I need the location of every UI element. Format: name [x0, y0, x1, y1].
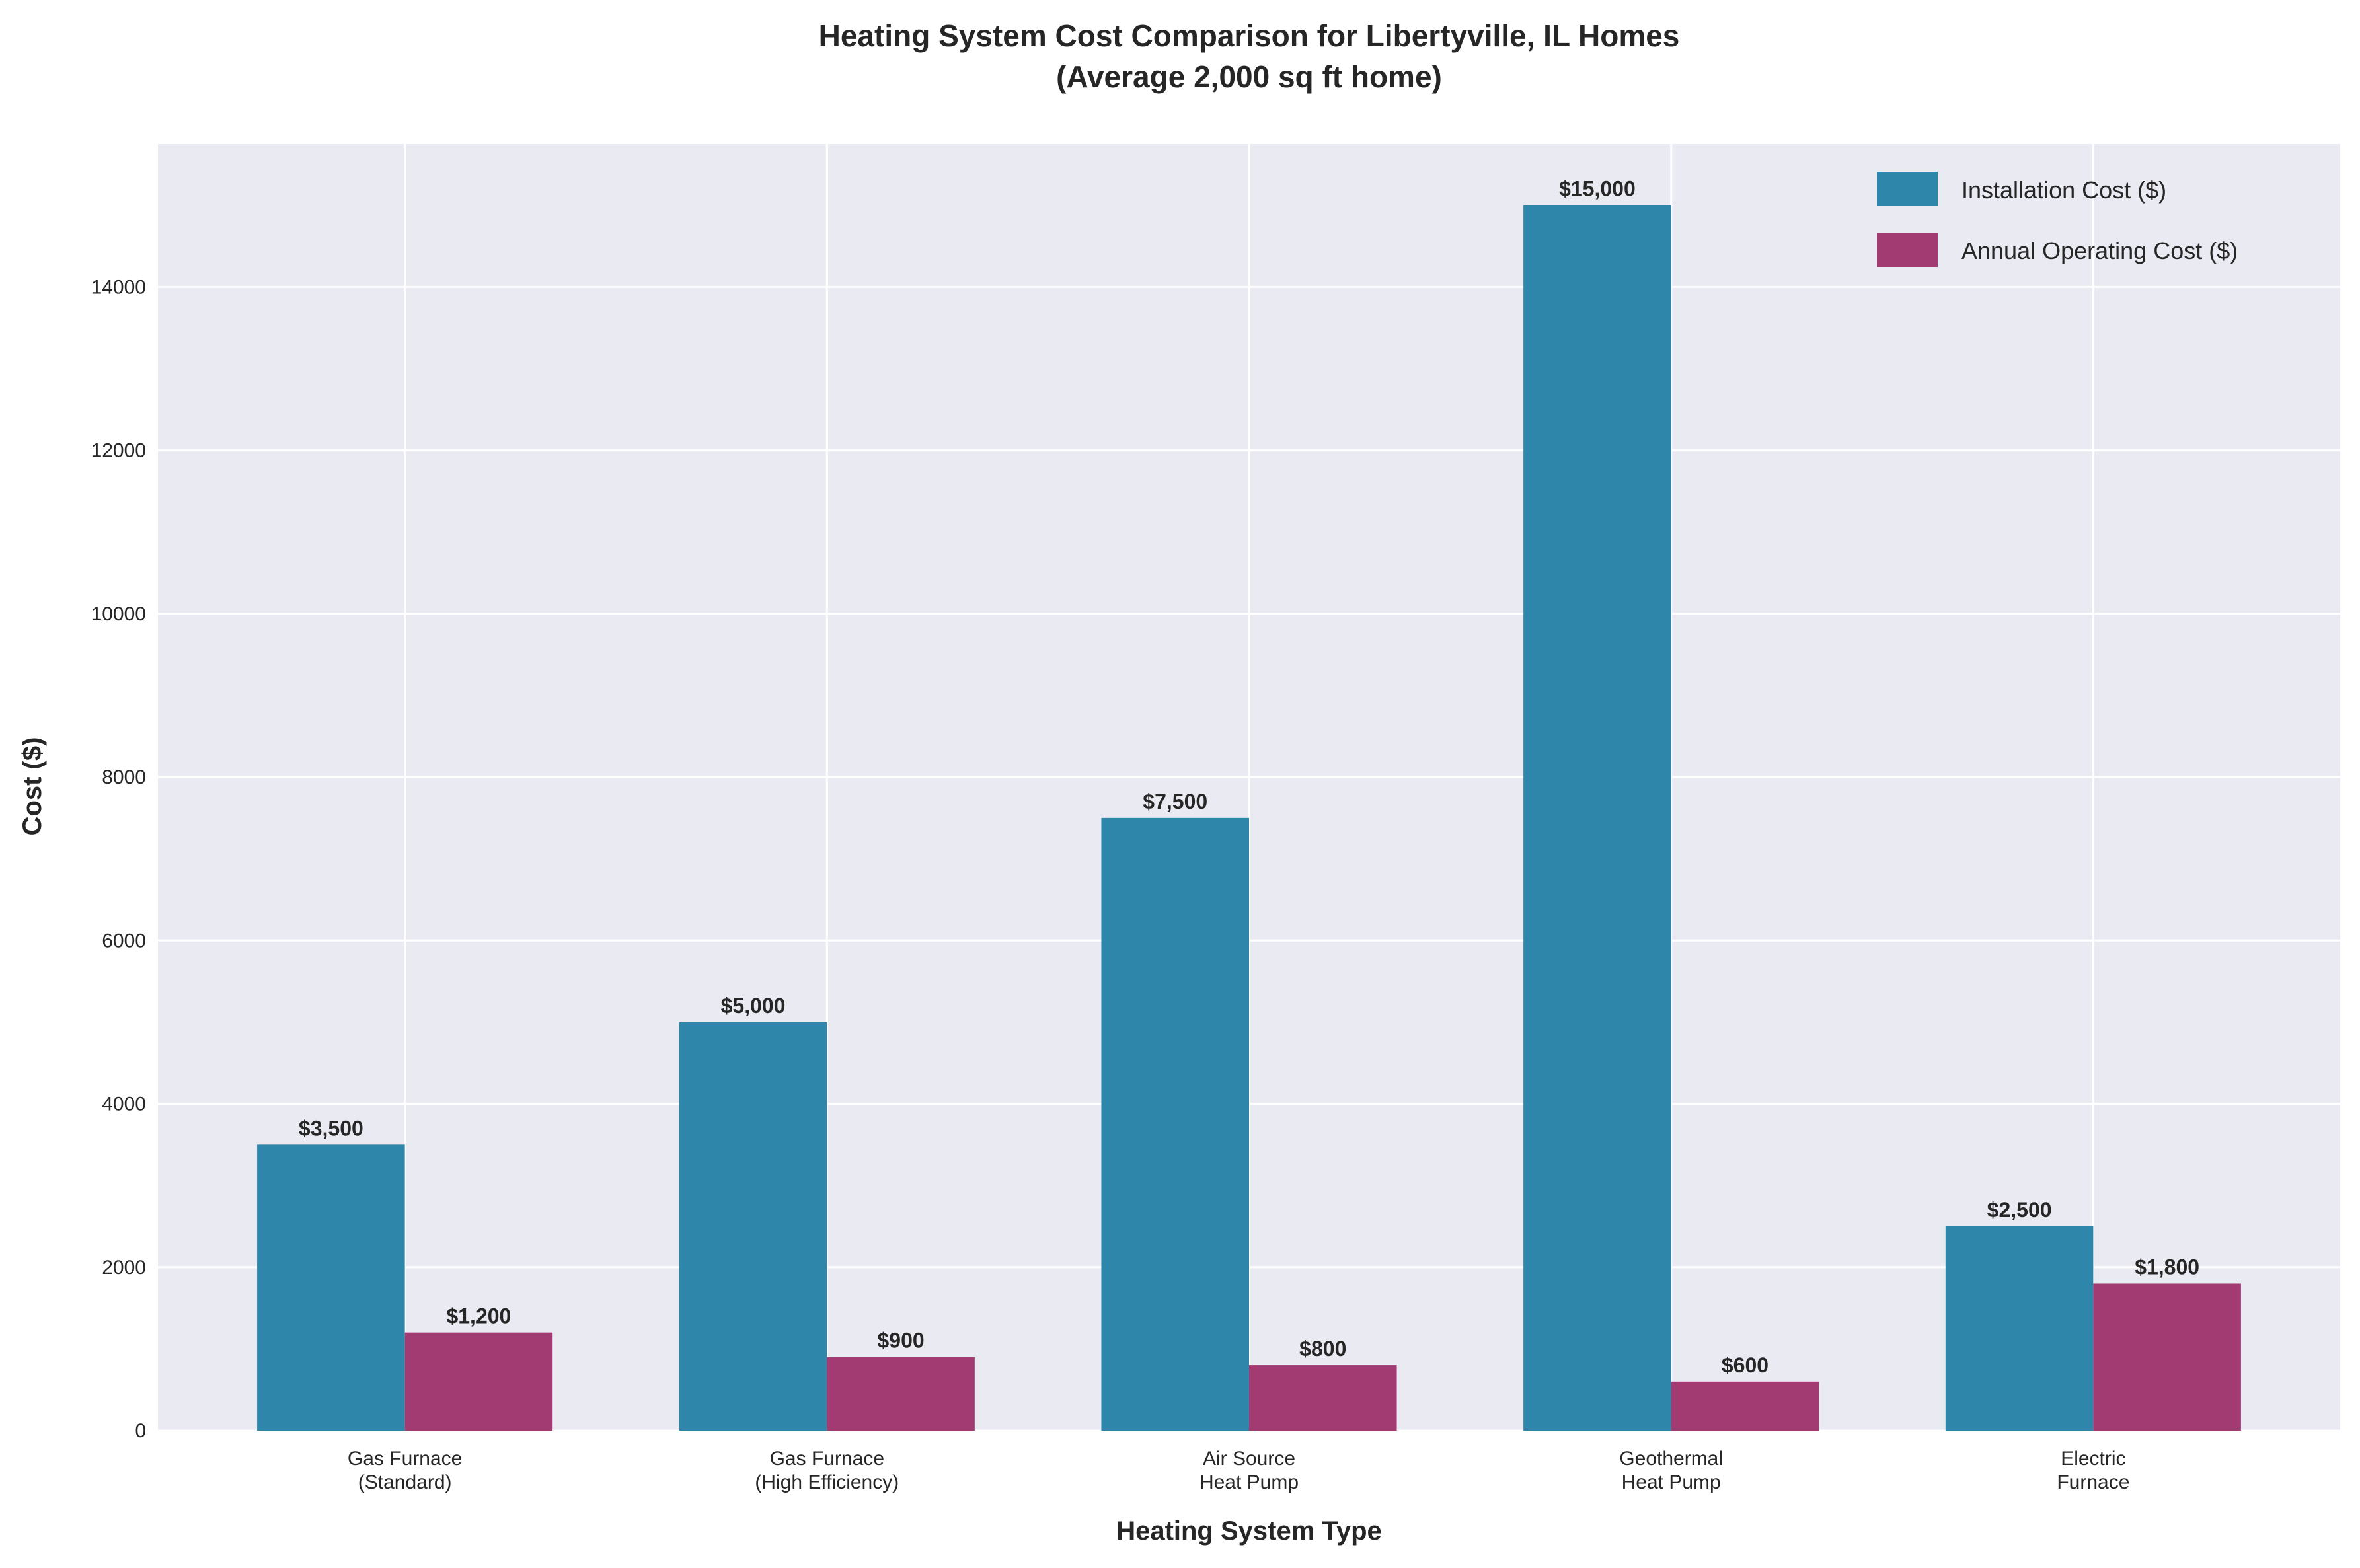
- chart-title-line-2: (Average 2,000 sq ft home): [1056, 59, 1442, 94]
- bar-operating: [1671, 1381, 1819, 1431]
- x-tick-label: Gas Furnace: [770, 1448, 884, 1470]
- data-label: $2,500: [1987, 1198, 2052, 1222]
- data-label: $5,000: [721, 994, 786, 1018]
- data-label: $900: [877, 1329, 924, 1353]
- y-tick-label: 12000: [91, 440, 146, 462]
- legend-swatch: [1877, 233, 1938, 267]
- x-tick-label: (Standard): [358, 1472, 452, 1493]
- bar-installation: [1945, 1226, 2094, 1431]
- y-axis-label: Cost ($): [18, 737, 47, 836]
- data-label: $15,000: [1559, 177, 1636, 201]
- y-tick-label: 0: [135, 1420, 146, 1442]
- bar-installation: [1523, 205, 1671, 1431]
- y-tick-label: 4000: [102, 1094, 146, 1115]
- x-tick-label: Electric: [2061, 1448, 2125, 1470]
- data-label: $600: [1722, 1353, 1769, 1377]
- y-tick-label: 14000: [91, 276, 146, 298]
- chart-title-line-1: Heating System Cost Comparison for Liber…: [819, 19, 1680, 53]
- bar-operating: [404, 1332, 553, 1431]
- data-label: $800: [1299, 1337, 1346, 1361]
- y-tick-label: 6000: [102, 930, 146, 952]
- x-tick-label: Furnace: [2057, 1472, 2129, 1493]
- bar-operating: [1249, 1365, 1397, 1431]
- bar-operating: [827, 1357, 975, 1431]
- data-label: $1,200: [446, 1304, 511, 1328]
- data-label: $1,800: [2135, 1255, 2199, 1279]
- x-tick-label: Geothermal: [1619, 1448, 1723, 1470]
- bar-operating: [2093, 1283, 2241, 1431]
- legend: Installation Cost ($) Annual Operating Co…: [1877, 172, 2238, 267]
- data-label: $3,500: [299, 1116, 363, 1140]
- x-tick-label: Heat Pump: [1199, 1472, 1299, 1493]
- bar-installation: [257, 1144, 405, 1431]
- legend-label: Annual Operating Cost ($): [1961, 237, 2238, 264]
- y-tick-label: 8000: [102, 766, 146, 788]
- bar-installation: [1101, 817, 1249, 1431]
- legend-label: Installation Cost ($): [1961, 176, 2166, 204]
- x-tick-label: Gas Furnace: [348, 1448, 462, 1470]
- y-tick-label: 10000: [91, 603, 146, 625]
- bar-installation: [679, 1022, 827, 1431]
- x-axis-label: Heating System Type: [1116, 1516, 1382, 1546]
- data-label: $7,500: [1143, 790, 1207, 813]
- x-tick-label: Air Source: [1203, 1448, 1295, 1470]
- x-tick-label: (High Efficiency): [755, 1472, 899, 1493]
- y-tick-label: 2000: [102, 1257, 146, 1279]
- x-tick-label: Heat Pump: [1622, 1472, 1721, 1493]
- legend-swatch: [1877, 172, 1938, 206]
